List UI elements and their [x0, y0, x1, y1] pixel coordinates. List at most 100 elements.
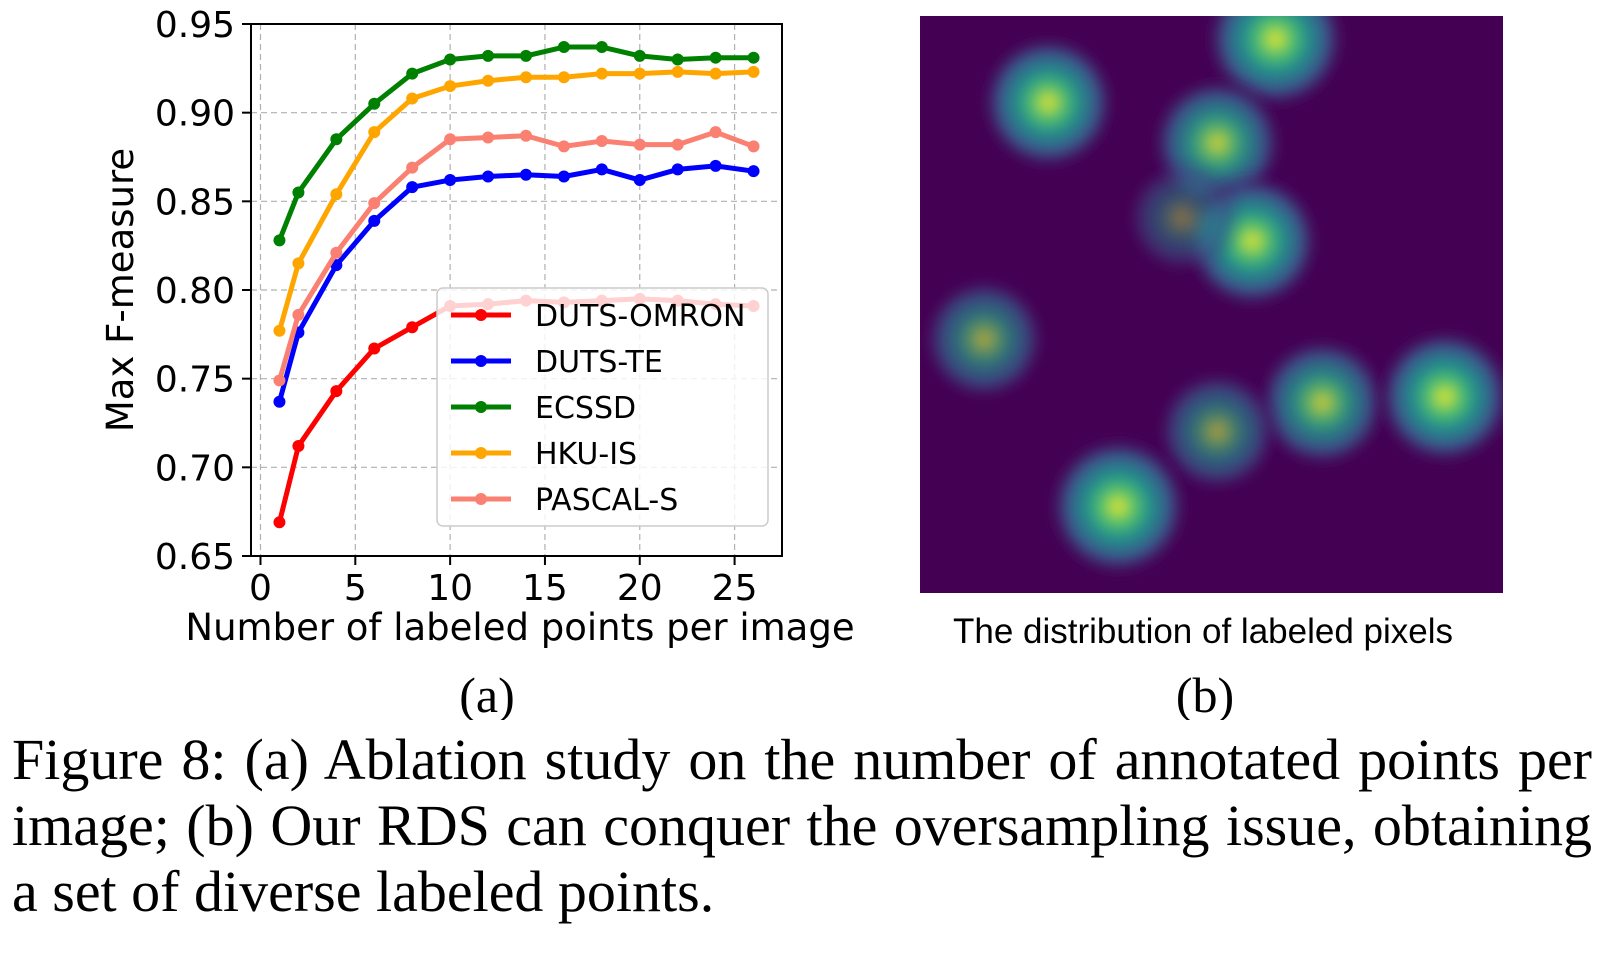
- data-point: [406, 92, 419, 105]
- data-point: [595, 135, 608, 148]
- y-tick-label: 0.70: [155, 448, 235, 489]
- data-point: [330, 133, 343, 146]
- legend-item: PASCAL-S: [451, 483, 678, 518]
- data-point: [519, 129, 532, 142]
- data-point: [557, 140, 570, 153]
- legend-marker: [475, 309, 487, 321]
- data-point: [406, 161, 419, 174]
- data-point: [368, 342, 381, 355]
- series-ecssd: [273, 41, 760, 247]
- legend-marker: [475, 401, 487, 413]
- legend: DUTS-OMRON DUTS-TE ECSSD HKU-IS PASCAL-S: [436, 287, 769, 527]
- data-point: [747, 165, 760, 178]
- data-point: [557, 41, 570, 54]
- data-point: [292, 257, 305, 270]
- figure-caption: Figure 8: (a) Ablation study on the numb…: [12, 727, 1592, 924]
- x-tick-label: 20: [617, 568, 663, 609]
- data-point: [595, 67, 608, 80]
- heatmap-blobs: [923, 16, 1503, 577]
- legend-item: DUTS-TE: [451, 345, 663, 380]
- data-point: [444, 53, 457, 66]
- y-axis-label: Max F-measure: [99, 148, 142, 432]
- data-point: [633, 49, 646, 62]
- legend-item: ECSSD: [451, 391, 636, 426]
- legend-label: PASCAL-S: [535, 483, 678, 518]
- legend-item: DUTS-OMRON: [451, 299, 745, 334]
- plot-frame: [250, 23, 783, 557]
- legend-marker: [475, 447, 487, 459]
- series-pascal-s: [273, 126, 760, 387]
- data-point: [406, 67, 419, 80]
- data-point: [709, 67, 722, 80]
- x-tick-label: 10: [427, 568, 473, 609]
- data-point: [747, 65, 760, 78]
- data-point: [519, 49, 532, 62]
- heatmap-title: The distribution of labeled pixels: [953, 612, 1453, 651]
- heatmap-blob: [1376, 329, 1503, 465]
- data-point: [709, 51, 722, 64]
- heatmap-blob: [923, 278, 1046, 401]
- data-point: [368, 197, 381, 210]
- data-point: [444, 174, 457, 187]
- data-point: [330, 246, 343, 259]
- data-point: [292, 308, 305, 321]
- data-point: [273, 395, 286, 408]
- heatmap-blob: [1257, 337, 1388, 468]
- data-point: [709, 126, 722, 139]
- data-point: [519, 71, 532, 84]
- data-point: [557, 71, 570, 84]
- series-line: [277, 129, 755, 382]
- data-point: [273, 234, 286, 247]
- data-point: [633, 67, 646, 80]
- x-tick-label: 0: [249, 568, 272, 609]
- heatmap-blob: [1048, 436, 1189, 577]
- data-point: [368, 126, 381, 139]
- data-point: [368, 214, 381, 227]
- series-line: [277, 69, 754, 332]
- y-tick-label: 0.75: [155, 360, 235, 401]
- data-point: [671, 65, 684, 78]
- series-line: [277, 44, 754, 242]
- legend-marker: [475, 493, 487, 505]
- legend-label: HKU-IS: [535, 437, 637, 472]
- y-tick-label: 0.65: [155, 537, 235, 578]
- data-point: [482, 131, 495, 144]
- legend-marker: [475, 355, 487, 367]
- data-point: [595, 163, 608, 176]
- heatmap-blob: [980, 35, 1116, 170]
- data-point: [368, 97, 381, 110]
- legend-label: DUTS-TE: [535, 345, 663, 380]
- series-line: [277, 163, 754, 403]
- data-point: [273, 374, 286, 387]
- x-tick-label: 5: [344, 568, 367, 609]
- data-point: [444, 80, 457, 93]
- legend-label: ECSSD: [535, 391, 636, 426]
- series-lines: [273, 41, 760, 529]
- data-point: [406, 321, 419, 334]
- data-point: [747, 140, 760, 153]
- heatmap-panel: The distribution of labeled pixels (b): [920, 16, 1503, 720]
- data-point: [330, 385, 343, 398]
- heatmap-blob: [1127, 162, 1238, 274]
- data-point: [292, 186, 305, 199]
- data-point: [406, 181, 419, 194]
- data-point: [273, 516, 286, 529]
- data-point: [557, 170, 570, 183]
- data-point: [747, 51, 760, 64]
- y-tick-label: 0.95: [155, 5, 235, 46]
- data-point: [671, 163, 684, 176]
- data-point: [595, 41, 608, 54]
- data-point: [273, 324, 286, 337]
- data-point: [709, 159, 722, 172]
- data-point: [671, 53, 684, 66]
- y-tick-label: 0.80: [155, 271, 235, 312]
- data-point: [482, 74, 495, 87]
- data-point: [292, 440, 305, 453]
- figure-panels: 0 5 10 15 20 25 0.65 0.70 0.75 0.80 0.85 0.90 0.95 D…: [99, 5, 1503, 720]
- data-point: [330, 188, 343, 201]
- axes: 0 5 10 15 20 25 0.65 0.70 0.75 0.80 0.85 0.90 0.95: [155, 5, 758, 609]
- x-tick-label: 15: [522, 568, 568, 609]
- legend-item: HKU-IS: [451, 437, 637, 472]
- x-axis-label: Number of labeled points per image: [185, 606, 854, 649]
- legend-box: [436, 287, 769, 527]
